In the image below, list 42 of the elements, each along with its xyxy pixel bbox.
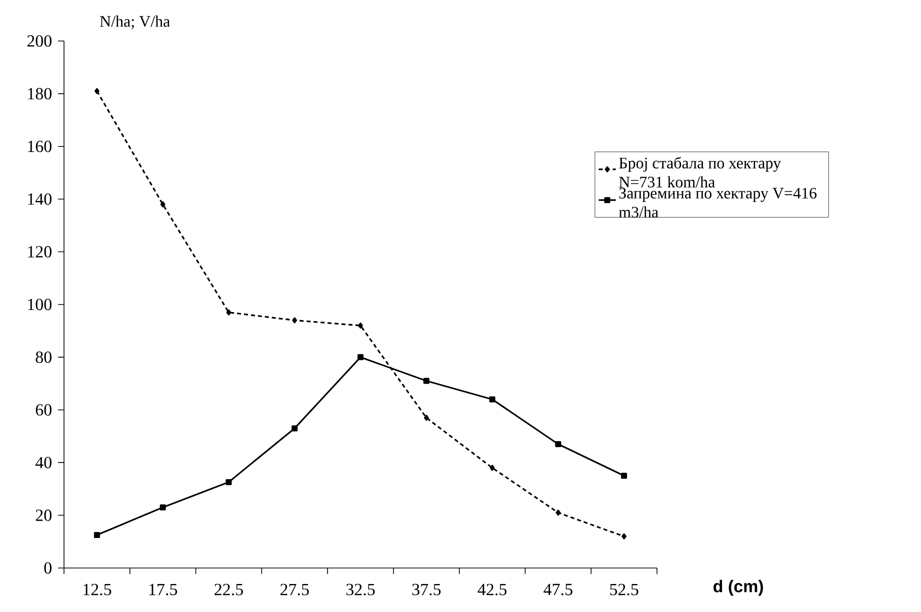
x-tick-label: 17.5 <box>149 584 178 596</box>
y-tick-label: 40 <box>35 456 52 468</box>
point <box>358 322 363 329</box>
point <box>555 441 562 448</box>
y-axis-title: N/ha; V/ha <box>100 16 170 30</box>
x-tick-label: 37.5 <box>412 584 441 596</box>
point <box>94 88 100 94</box>
point <box>621 472 628 479</box>
y-tick-label: 160 <box>28 140 52 152</box>
y-tick-label: 180 <box>28 88 52 100</box>
point <box>226 309 232 316</box>
x-tick-label: 22.5 <box>214 584 243 596</box>
legend-label: Број стабала по хектару N=731 kom/ha <box>619 156 781 188</box>
x-tick-label: 27.5 <box>280 584 309 596</box>
x-tick-label: 52.5 <box>610 584 638 596</box>
point <box>94 532 100 538</box>
x-tick-label: 32.5 <box>346 584 375 596</box>
x-tick-label: 42.5 <box>478 584 506 596</box>
point <box>622 533 626 540</box>
point <box>292 317 298 324</box>
y-tick-label: 80 <box>36 351 52 363</box>
point <box>357 354 364 360</box>
point <box>424 414 429 421</box>
point <box>160 504 166 510</box>
point <box>423 378 430 384</box>
point <box>490 464 495 471</box>
y-tick-label: 100 <box>28 298 52 310</box>
x-tick-label: 47.5 <box>544 584 572 596</box>
x-axis-title: d (cm) <box>714 580 763 596</box>
y-tick-label: 140 <box>28 193 52 205</box>
point <box>292 425 298 432</box>
point <box>489 396 496 402</box>
point <box>556 510 561 516</box>
y-tick-label: 120 <box>28 246 52 258</box>
x-tick-label: 12.5 <box>84 584 112 596</box>
y-tick-label: 200 <box>27 35 52 47</box>
legend-label: Запремина по хектару V=416 m3/ha <box>618 188 817 218</box>
y-tick-label: 20 <box>36 510 52 522</box>
point <box>160 201 166 208</box>
y-tick-label: 60 <box>36 404 52 416</box>
point <box>226 479 232 486</box>
y-tick-label: 0 <box>44 562 52 574</box>
